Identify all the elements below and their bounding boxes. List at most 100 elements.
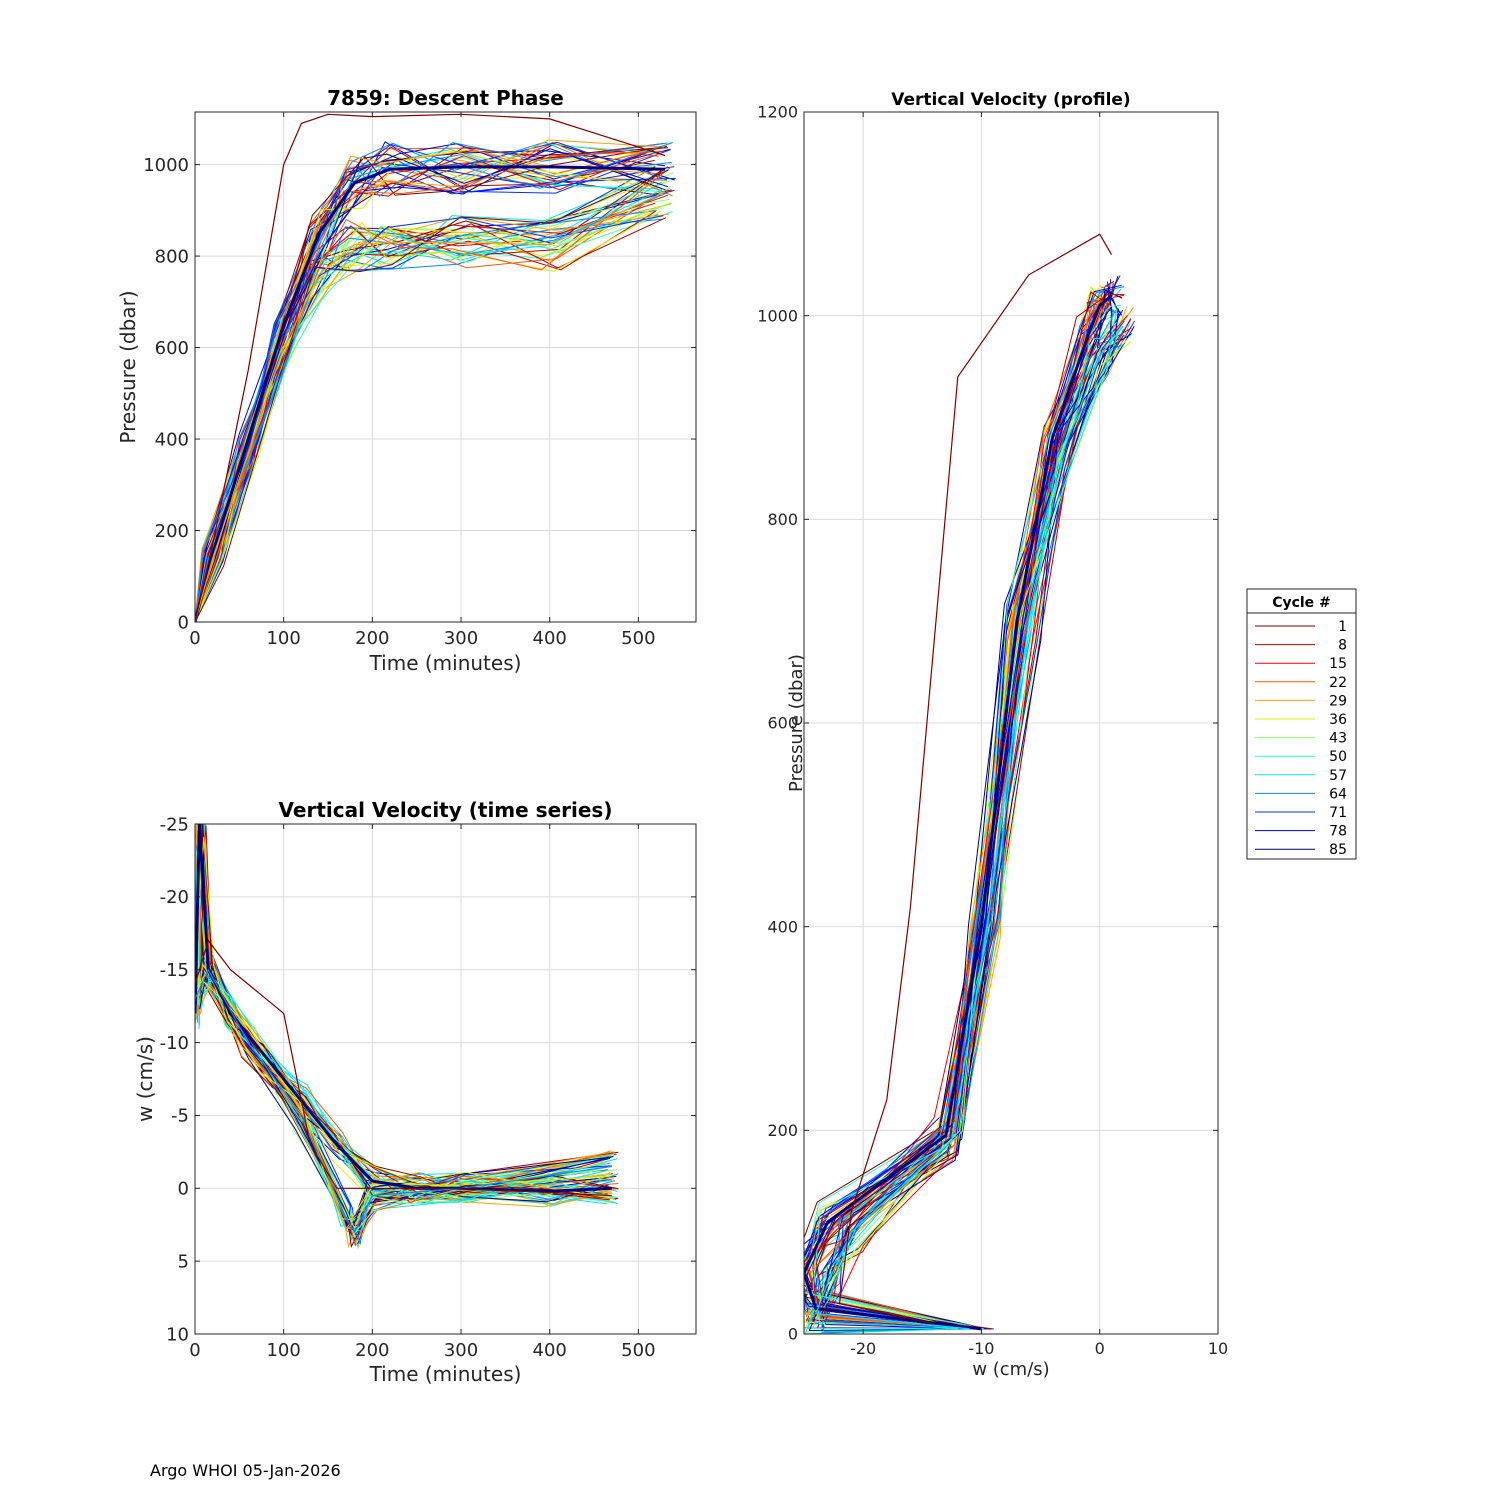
- cycle-trace: [195, 142, 668, 622]
- y-tick-label: -10: [160, 1033, 189, 1054]
- x-tick-label: -20: [850, 1339, 876, 1358]
- legend-entry: 8: [1338, 638, 1347, 654]
- footer-credit: Argo WHOI 05-Jan-2026: [150, 1461, 341, 1480]
- legend: Cycle # 1 8 15 22 29 36 43 50 57 64 71 78 85: [1246, 588, 1357, 860]
- legend-box: [1246, 588, 1357, 860]
- x-tick-label: 100: [266, 628, 300, 649]
- y-tick-label: 0: [178, 612, 189, 633]
- y-tick-label: 400: [767, 917, 798, 936]
- series-line-1: [195, 968, 612, 1234]
- traces: [195, 113, 676, 622]
- chart-descent: 0 100 200 300 400 500 0 200 400 600 800 1000 7859: D…: [116, 86, 697, 675]
- y-tick-label: 1000: [143, 155, 189, 176]
- cycle-trace: [195, 962, 606, 1222]
- cycle-trace: [195, 202, 671, 622]
- y-axis-label: Pressure (dbar): [116, 290, 140, 443]
- cycle-trace: [807, 334, 1119, 1330]
- cycle-trace: [806, 281, 1112, 1330]
- legend-entry: 85: [1329, 842, 1347, 858]
- legend-entry: 15: [1329, 656, 1347, 672]
- y-tick-label: -25: [160, 814, 189, 835]
- cycle-trace: [195, 203, 672, 622]
- cycle-trace: [195, 188, 664, 622]
- series-line-2: [195, 939, 612, 1197]
- legend-entry: 78: [1329, 824, 1347, 840]
- x-tick-label: 0: [1095, 1339, 1105, 1358]
- cycle-trace: [805, 294, 1125, 1330]
- y-tick-label: -15: [160, 960, 189, 981]
- chart-title: Vertical Velocity (time series): [279, 798, 613, 822]
- y-tick-label: 5: [178, 1251, 189, 1272]
- y-tick-label: 800: [155, 246, 189, 267]
- legend-entry: 22: [1329, 675, 1347, 691]
- x-tick-label: 0: [189, 628, 200, 649]
- cycle-trace: [195, 166, 676, 622]
- cycle-trace: [814, 306, 1118, 1330]
- cycle-trace: [195, 149, 656, 622]
- legend-entry: 43: [1329, 731, 1347, 747]
- x-tick-label: -10: [968, 1339, 994, 1358]
- y-tick-label: 600: [155, 338, 189, 359]
- x-tick-label: 300: [444, 1340, 478, 1361]
- legend-entry: 1: [1338, 619, 1347, 635]
- x-tick-label: 200: [355, 1340, 389, 1361]
- chart-velocity-time: 0 100 200 300 400 500 10 5 0 -5 -10 -15 -20 -25 Vertic…: [133, 798, 697, 1386]
- series-line-2: [195, 113, 666, 622]
- y-tick-label: 800: [767, 510, 798, 529]
- x-tick-label: 500: [621, 628, 655, 649]
- legend-entry: 29: [1329, 693, 1347, 709]
- y-tick-label: 400: [155, 429, 189, 450]
- cycle-trace: [824, 320, 1125, 1330]
- y-tick-label: 0: [788, 1325, 798, 1344]
- y-axis-label: w (cm/s): [133, 1036, 157, 1122]
- x-tick-label: 400: [533, 628, 567, 649]
- x-axis-label: w (cm/s): [972, 1359, 1049, 1380]
- cycle-trace: [195, 969, 618, 1232]
- cycle-trace: [195, 169, 669, 622]
- traces: [195, 824, 619, 1249]
- y-tick-label: 200: [767, 1121, 798, 1140]
- x-tick-label: 10: [1208, 1339, 1228, 1358]
- y-tick-label: 1000: [757, 306, 798, 325]
- x-tick-label: 100: [266, 1340, 300, 1361]
- cycle-trace: [195, 192, 667, 622]
- x-axis-label: Time (minutes): [369, 651, 522, 675]
- y-tick-label: 200: [155, 521, 189, 542]
- legend-entry: 50: [1329, 749, 1347, 765]
- series-line-2: [838, 233, 1113, 1325]
- legend-title: Cycle #: [1272, 595, 1331, 611]
- x-tick-label: 0: [189, 1340, 200, 1361]
- chart-title: 7859: Descent Phase: [327, 86, 564, 110]
- x-tick-label: 300: [444, 628, 478, 649]
- cycle-trace: [195, 150, 662, 622]
- x-axis-label: Time (minutes): [369, 1362, 522, 1386]
- series-line-0: [804, 294, 1113, 1331]
- legend-entry: 36: [1329, 712, 1347, 728]
- x-tick-label: 400: [533, 1340, 567, 1361]
- cycle-trace: [804, 301, 1110, 1330]
- cycle-trace: [195, 824, 612, 1208]
- legend-entry: 64: [1329, 786, 1347, 802]
- y-axis-label: Pressure (dbar): [786, 654, 807, 792]
- y-tick-label: 10: [166, 1324, 189, 1345]
- y-tick-label: 1200: [757, 103, 798, 122]
- series-line-0: [195, 165, 666, 622]
- cycle-trace: [195, 979, 609, 1220]
- traces: [804, 233, 1136, 1334]
- axes-box: [194, 111, 697, 623]
- x-tick-label: 500: [621, 1340, 655, 1361]
- series-line-1: [195, 191, 666, 622]
- chart-title: Vertical Velocity (profile): [891, 90, 1130, 110]
- y-tick-label: 0: [178, 1179, 189, 1200]
- legend-entry: 71: [1329, 805, 1347, 821]
- y-tick-label: 600: [767, 714, 798, 733]
- cycle-trace: [808, 345, 1114, 1332]
- y-tick-label: -5: [171, 1106, 189, 1127]
- cycle-trace: [195, 217, 667, 622]
- cycle-trace: [195, 218, 663, 622]
- x-tick-label: 200: [355, 628, 389, 649]
- axes-box: [194, 823, 697, 1335]
- series-line-1: [814, 325, 1124, 1330]
